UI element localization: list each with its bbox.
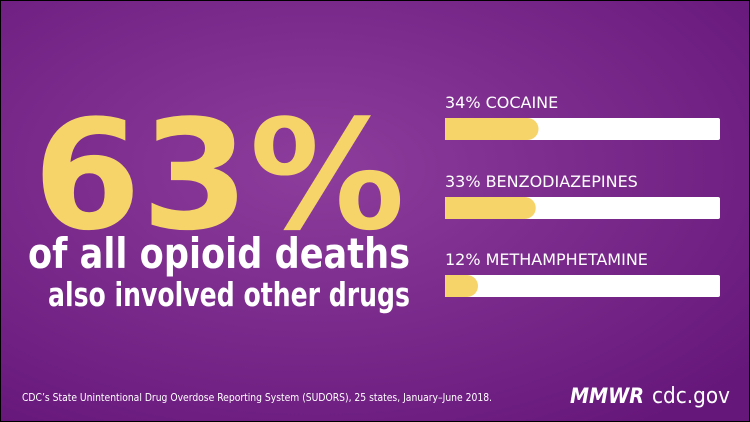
- category-label: BENZODIAZEPINES: [486, 172, 638, 191]
- logo: MMWR: [570, 384, 644, 408]
- bar: [445, 197, 536, 219]
- bar-label: 12% METHAMPHETAMINE: [445, 250, 648, 269]
- source-note: CDC’s State Unintentional Drug Overdose …: [22, 391, 492, 404]
- category-label: METHAMPHETAMINE: [486, 250, 648, 269]
- category-label: COCAINE: [486, 93, 559, 112]
- bar-label: 34% COCAINE: [445, 93, 558, 112]
- site: cdc.gov: [652, 384, 730, 409]
- value-label: 12%: [445, 250, 481, 269]
- headline-text: of all opioid deaths: [28, 229, 410, 278]
- bar-track: [445, 275, 720, 297]
- value-label: 33%: [445, 172, 481, 191]
- bar: [445, 275, 478, 297]
- headline: 63%: [33, 87, 405, 264]
- value-label: 34%: [445, 93, 481, 112]
- bar-label: 33% BENZODIAZEPINES: [445, 172, 638, 191]
- bar: [445, 118, 539, 140]
- headline-text: also involved other drugs: [48, 275, 410, 314]
